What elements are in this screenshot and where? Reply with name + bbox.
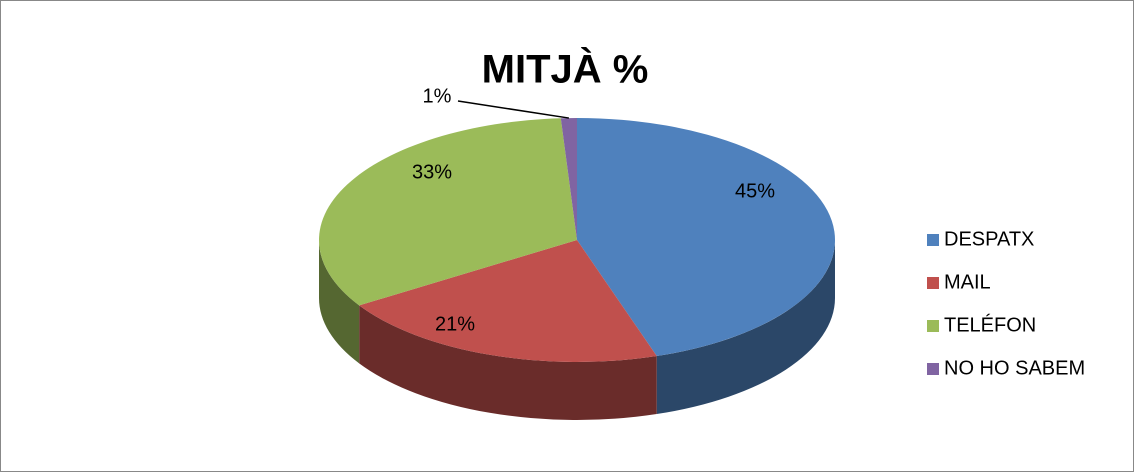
chart-title: MITJÀ %	[482, 47, 649, 92]
pie-side	[656, 240, 835, 415]
legend-swatch	[927, 320, 939, 332]
data-label: 1%	[423, 85, 452, 107]
legend-swatch	[927, 363, 939, 375]
data-label: 21%	[435, 313, 475, 335]
pie-slice	[359, 240, 657, 362]
pie-side	[319, 240, 360, 364]
pie-slice	[577, 118, 835, 357]
pie-side	[359, 305, 657, 420]
legend-label: TELÉFON	[944, 313, 1036, 336]
pie-slice	[560, 118, 577, 240]
legend-swatch	[927, 234, 939, 246]
legend-label: MAIL	[944, 271, 991, 293]
leader-line	[457, 100, 570, 119]
data-label: 45%	[735, 180, 775, 202]
legend-label: NO HO SABEM	[944, 357, 1085, 379]
pie-slice	[318, 118, 577, 306]
legend-swatch	[927, 277, 939, 289]
legend-label: DESPATX	[944, 228, 1034, 250]
data-label: 33%	[412, 161, 452, 183]
